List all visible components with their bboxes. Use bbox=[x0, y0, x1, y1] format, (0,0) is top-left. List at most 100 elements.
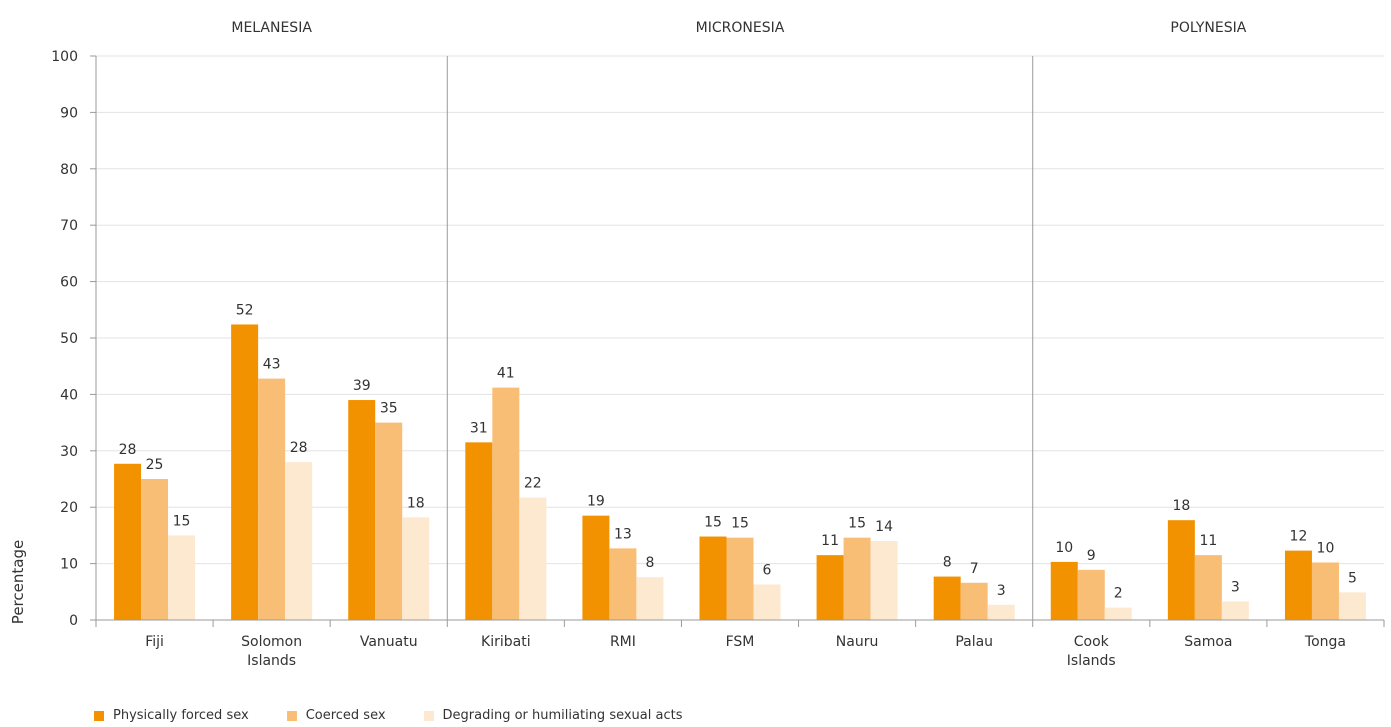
x-tick-labels: Fiji Solomon Islands Vanuatu Kiribati RMI FSM N… bbox=[145, 634, 1346, 669]
data-label: 41 bbox=[497, 366, 515, 382]
bar bbox=[1077, 569, 1105, 620]
data-label: 52 bbox=[236, 302, 254, 318]
legend-item: Physically forced sex bbox=[94, 708, 249, 723]
bar bbox=[1167, 520, 1195, 620]
bar bbox=[987, 604, 1015, 620]
region-labels: MELANESIA MICRONESIA POLYNESIA bbox=[231, 20, 1246, 36]
data-label: 3 bbox=[997, 583, 1006, 599]
data-label: 43 bbox=[263, 357, 281, 373]
data-label: 18 bbox=[1172, 498, 1190, 514]
bars bbox=[114, 324, 1366, 620]
data-label: 9 bbox=[1087, 548, 1096, 564]
bar bbox=[141, 479, 169, 620]
y-tick-label: 80 bbox=[60, 162, 78, 178]
y-tick-label: 100 bbox=[51, 49, 78, 65]
data-label: 15 bbox=[731, 516, 749, 532]
x-tick-label: RMI bbox=[610, 634, 636, 650]
bar bbox=[843, 537, 871, 620]
bar bbox=[1221, 601, 1249, 620]
bar bbox=[519, 497, 547, 620]
data-label: 31 bbox=[470, 420, 488, 436]
legend-swatch bbox=[94, 710, 104, 721]
data-label: 3 bbox=[1231, 579, 1240, 595]
legend-label: Physically forced sex bbox=[113, 708, 249, 723]
x-tick-label: Cook Islands bbox=[1067, 634, 1116, 669]
x-tick-label: Kiribati bbox=[481, 634, 531, 650]
bar bbox=[609, 548, 637, 620]
bar bbox=[726, 537, 754, 620]
bar bbox=[258, 378, 286, 620]
data-label: 10 bbox=[1317, 540, 1335, 556]
x-tick-label: Nauru bbox=[836, 634, 879, 650]
y-tick-label: 30 bbox=[60, 444, 78, 460]
data-label: 19 bbox=[587, 494, 605, 510]
bar bbox=[753, 584, 781, 620]
legend-item: Degrading or humiliating sexual acts bbox=[423, 708, 683, 723]
y-tick-label: 60 bbox=[60, 275, 78, 291]
y-tick-label: 20 bbox=[60, 500, 78, 516]
bar bbox=[492, 387, 520, 620]
bar bbox=[231, 324, 259, 620]
x-tick-label: Fiji bbox=[145, 634, 164, 650]
bar bbox=[1104, 607, 1132, 620]
bar bbox=[636, 577, 664, 620]
data-label: 15 bbox=[704, 515, 722, 531]
bar bbox=[465, 442, 493, 620]
y-tick-labels: 0 10 20 30 40 50 60 70 80 90 100 bbox=[51, 49, 78, 629]
data-label: 35 bbox=[380, 401, 398, 417]
bar bbox=[699, 536, 727, 620]
y-tick-label: 40 bbox=[60, 387, 78, 403]
data-label: 12 bbox=[1290, 529, 1308, 545]
bar bbox=[870, 541, 898, 620]
data-label: 14 bbox=[875, 519, 893, 535]
bar bbox=[933, 576, 961, 620]
data-label: 7 bbox=[970, 561, 979, 577]
data-label: 39 bbox=[353, 378, 371, 394]
x-tick-label: FSM bbox=[726, 634, 755, 650]
legend: Physically forced sex Coerced sex Degradin… bbox=[94, 708, 720, 723]
bar bbox=[960, 582, 988, 620]
region-separators bbox=[446, 56, 1034, 620]
bar bbox=[1050, 561, 1078, 620]
bar bbox=[816, 555, 844, 620]
data-label: 2 bbox=[1114, 586, 1123, 602]
bar bbox=[375, 422, 403, 620]
legend-swatch bbox=[286, 710, 297, 721]
legend-label: Degrading or humiliating sexual acts bbox=[442, 708, 683, 723]
data-label: 28 bbox=[119, 442, 137, 458]
x-tick-label: Solomon Islands bbox=[241, 634, 302, 669]
data-label: 8 bbox=[943, 555, 952, 571]
x-tick-label: Palau bbox=[955, 634, 993, 650]
legend-item: Coerced sex bbox=[286, 708, 386, 723]
x-tick-label: Vanuatu bbox=[360, 634, 418, 650]
bar bbox=[168, 535, 196, 620]
bar bbox=[348, 400, 376, 620]
x-tick-label: Tonga bbox=[1304, 634, 1346, 650]
data-label: 8 bbox=[645, 555, 654, 571]
y-tick-label: 90 bbox=[60, 105, 78, 121]
y-tick-label: 50 bbox=[60, 331, 78, 347]
data-label: 13 bbox=[614, 526, 632, 542]
data-label: 11 bbox=[821, 533, 839, 549]
bar bbox=[402, 517, 430, 620]
bar bbox=[582, 515, 610, 620]
region-label: POLYNESIA bbox=[1170, 20, 1246, 36]
axes bbox=[90, 55, 1385, 627]
y-tick-label: 70 bbox=[60, 218, 78, 234]
data-label: 15 bbox=[173, 513, 191, 529]
legend-label: Coerced sex bbox=[305, 708, 386, 723]
data-label: 18 bbox=[407, 495, 425, 511]
y-axis-label: Percentage bbox=[9, 540, 27, 624]
bar bbox=[1284, 550, 1312, 620]
bar bbox=[114, 463, 142, 620]
data-label: 15 bbox=[848, 516, 866, 532]
data-label: 28 bbox=[290, 440, 308, 456]
data-label: 22 bbox=[524, 476, 542, 492]
region-label: MELANESIA bbox=[231, 20, 312, 36]
legend-swatch bbox=[423, 710, 434, 721]
data-label: 5 bbox=[1348, 570, 1357, 586]
data-label: 10 bbox=[1055, 540, 1073, 556]
data-label: 25 bbox=[146, 457, 164, 473]
y-tick-label: 0 bbox=[69, 613, 78, 629]
bar bbox=[1338, 592, 1366, 620]
